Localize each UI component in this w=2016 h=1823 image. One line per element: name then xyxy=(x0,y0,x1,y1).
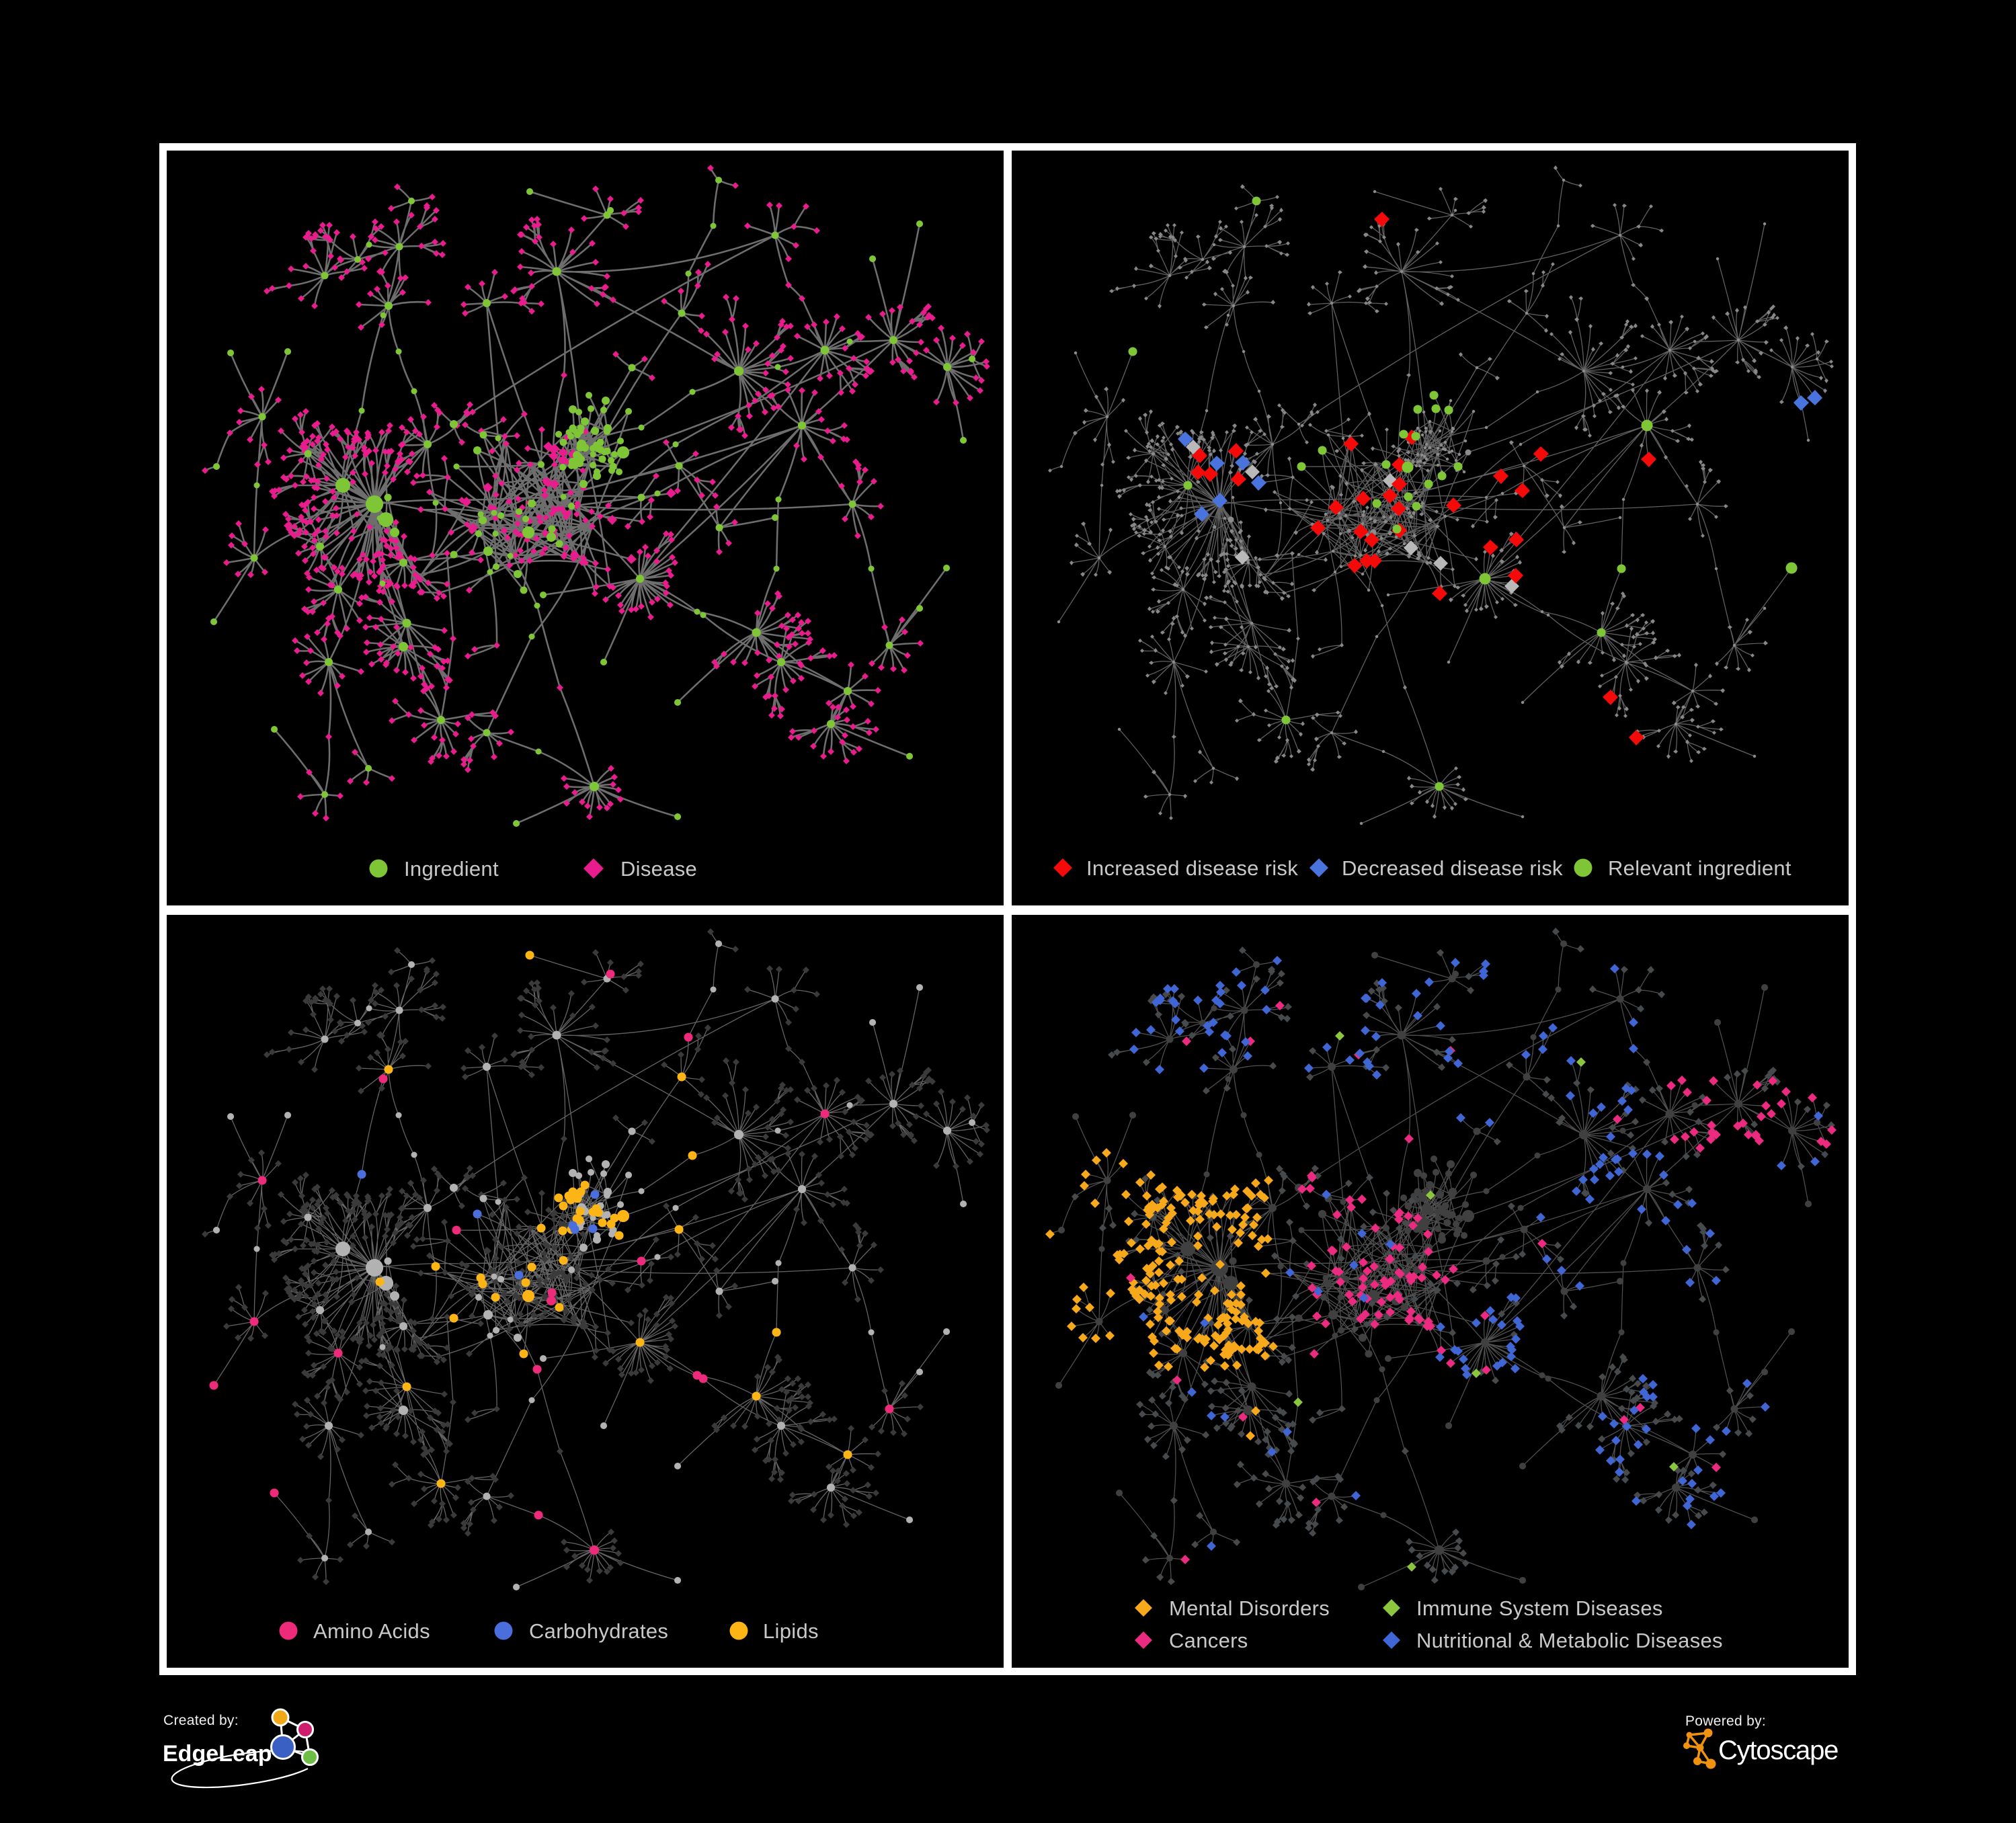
svg-text:Immune System Diseases: Immune System Diseases xyxy=(1416,1596,1663,1620)
svg-text:Lipids: Lipids xyxy=(763,1619,819,1643)
svg-text:Ingredient: Ingredient xyxy=(404,857,499,881)
svg-text:Carbohydrates: Carbohydrates xyxy=(529,1619,668,1643)
svg-text:Decreased disease risk: Decreased disease risk xyxy=(1342,856,1563,880)
svg-text:Mental Disorders: Mental Disorders xyxy=(1169,1596,1330,1620)
svg-text:EdgeLeap: EdgeLeap xyxy=(163,1741,272,1767)
svg-text:Cancers: Cancers xyxy=(1169,1629,1248,1652)
svg-text:Amino Acids: Amino Acids xyxy=(313,1619,430,1643)
svg-text:Created by:: Created by: xyxy=(163,1713,239,1728)
svg-text:Nutritional & Metabolic Diseas: Nutritional & Metabolic Diseases xyxy=(1416,1629,1723,1652)
svg-text:Increased disease risk: Increased disease risk xyxy=(1086,856,1298,880)
svg-text:Relevant ingredient: Relevant ingredient xyxy=(1608,856,1791,880)
svg-text:Cytoscape: Cytoscape xyxy=(1718,1736,1838,1765)
svg-text:Powered by:: Powered by: xyxy=(1685,1713,1766,1729)
svg-text:Disease: Disease xyxy=(620,857,697,881)
